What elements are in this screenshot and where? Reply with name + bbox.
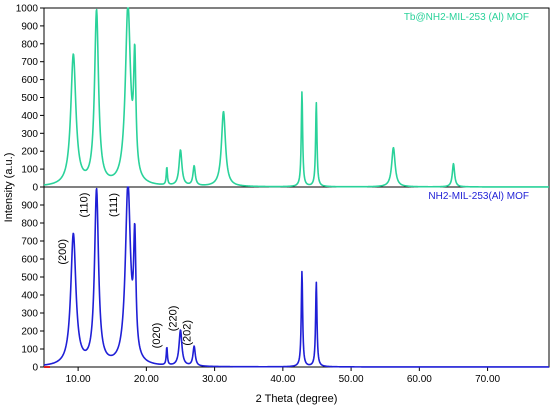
peak-annotation: (220) — [167, 306, 179, 332]
x-tick-label: 10.00 — [66, 374, 91, 385]
legend-entry: Tb@NH2-MIL-253 (Al) MOF — [404, 12, 529, 23]
peak-annotation: (202) — [182, 320, 194, 346]
y-tick-label: 800 — [21, 219, 38, 230]
y-tick-label: 0 — [32, 183, 38, 194]
y-tick-label: 200 — [21, 327, 38, 338]
y-tick-label: 400 — [21, 291, 38, 302]
y-tick-label: 400 — [21, 111, 38, 122]
y-tick-label: 600 — [21, 255, 38, 266]
series-line — [43, 186, 550, 368]
x-tick-label: 40.00 — [270, 374, 295, 385]
x-tick-label: 70.00 — [475, 374, 500, 385]
series-line — [43, 7, 550, 188]
x-tick-label: 50.00 — [339, 374, 364, 385]
y-tick-label: 700 — [21, 237, 38, 248]
y-tick-label: 300 — [21, 129, 38, 140]
y-tick-label: 900 — [21, 201, 38, 212]
y-tick-label: 500 — [21, 273, 38, 284]
y-tick-label: 800 — [21, 39, 38, 50]
peak-annotation: (200) — [57, 239, 69, 265]
y-tick-label: 0 — [32, 363, 38, 374]
y-tick-label: 300 — [21, 309, 38, 320]
y-axis-title: Intensity (a.u.) — [3, 153, 15, 223]
peak-annotation: (110) — [79, 193, 91, 218]
x-tick-label: 20.00 — [134, 374, 159, 385]
y-tick-label: 500 — [21, 93, 38, 104]
y-tick-label: 100 — [21, 165, 38, 176]
y-tick-label: 100 — [21, 345, 38, 356]
x-tick-label: 30.00 — [202, 374, 227, 385]
peak-annotation: (111) — [108, 193, 120, 217]
legend-entry: NH2-MIL-253(Al) MOF — [428, 191, 529, 202]
y-tick-label: 900 — [21, 21, 38, 32]
x-axis-title: 2 Theta (degree) — [256, 393, 338, 405]
y-tick-label: 700 — [21, 57, 38, 68]
peak-annotation: (020) — [151, 323, 163, 349]
y-tick-label: 1000 — [16, 4, 39, 15]
y-tick-label: 200 — [21, 147, 38, 158]
y-tick-label: 600 — [21, 75, 38, 86]
x-tick-label: 60.00 — [407, 374, 432, 385]
